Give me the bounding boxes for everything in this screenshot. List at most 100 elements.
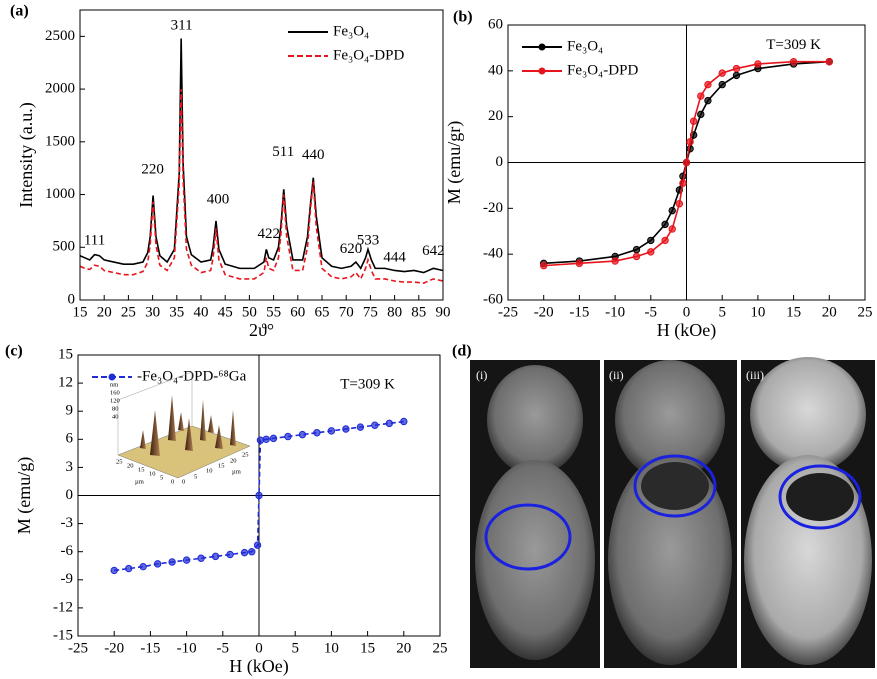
y-tick-label: 1000 <box>45 186 75 202</box>
x-tick-label: 15 <box>360 640 375 656</box>
x-tick-label: 10 <box>750 304 765 320</box>
point <box>732 71 741 80</box>
point <box>327 427 336 435</box>
x-tick-label: -5 <box>217 640 230 656</box>
x-tick-label: 5 <box>718 304 726 320</box>
x-tick-label: 25 <box>433 640 448 656</box>
legend-marker <box>538 43 546 51</box>
legend-label: Fe₃O₄ <box>333 23 369 39</box>
x-tick-label: 85 <box>411 304 426 320</box>
y-tick-label: 0 <box>68 291 76 307</box>
annotation: 642 <box>422 243 445 259</box>
x-tick-label: -25 <box>68 640 88 656</box>
point <box>754 60 762 68</box>
point <box>647 236 655 245</box>
x-tick-label: 80 <box>387 304 402 320</box>
point <box>226 550 234 559</box>
inset-y-label: µm <box>232 468 241 475</box>
mri-tissue <box>475 460 595 660</box>
point <box>313 429 321 437</box>
panel-label: (d) <box>452 343 472 360</box>
annotation: T=309 K <box>766 37 821 53</box>
x-tick-label: 5 <box>291 640 299 656</box>
x-tick-label: 40 <box>194 304 209 320</box>
point <box>240 548 249 557</box>
annotation: 620 <box>340 241 363 257</box>
x-tick-label: -5 <box>645 304 658 320</box>
annotation: 111 <box>84 232 105 248</box>
roi-circle <box>633 454 717 518</box>
y-axis-label: M (emu/g) <box>14 457 35 534</box>
point <box>679 179 687 187</box>
point <box>211 552 220 561</box>
y-tick-label: -40 <box>483 246 503 262</box>
inset-z-label: nm <box>110 381 118 388</box>
annotation: 400 <box>207 191 230 207</box>
point <box>668 206 676 215</box>
point <box>611 257 619 265</box>
x-tick-label: 75 <box>363 304 378 320</box>
x-tick-label: 60 <box>290 304 305 320</box>
point <box>400 417 408 426</box>
x-tick-label: -25 <box>498 304 518 320</box>
y-tick-label: 15 <box>58 346 73 362</box>
y-tick-label: -15 <box>53 627 73 643</box>
x-tick-label: 50 <box>242 304 257 320</box>
point <box>385 419 394 428</box>
y-tick-label: 0 <box>66 487 74 503</box>
legend-marker <box>538 67 546 75</box>
x-tick-label: 90 <box>436 304 451 320</box>
afm-inset: nm 160 120 80 40 25 20 15 10 5 0 µm 0 5 … <box>110 371 251 485</box>
roi-circle <box>778 464 862 530</box>
mri-tissue <box>750 357 866 473</box>
point <box>789 57 798 66</box>
y-tick-label: 500 <box>53 239 76 255</box>
image-label: (iii) <box>746 368 764 382</box>
point <box>686 138 694 146</box>
y-tick-label: -20 <box>483 200 503 216</box>
panel-label: (c) <box>5 343 23 360</box>
point <box>697 110 705 119</box>
inset-x-tick: 15 <box>138 466 145 473</box>
point <box>298 430 307 439</box>
y-tick-label: 2000 <box>45 81 75 97</box>
inset-z-tick: 160 <box>110 389 120 396</box>
panel-label: (b) <box>453 9 473 26</box>
y-tick-label: 3 <box>66 459 74 475</box>
point <box>718 80 726 89</box>
point <box>689 117 698 125</box>
point <box>661 220 669 229</box>
y-tick-label: 9 <box>66 403 74 419</box>
annotation: 422 <box>258 226 281 242</box>
point <box>110 566 118 575</box>
mri-tissue <box>615 360 725 480</box>
mri-tissue <box>487 365 583 475</box>
point <box>682 158 691 167</box>
annotation: T=309 K <box>340 376 395 392</box>
point <box>675 200 684 208</box>
point <box>269 434 278 443</box>
x-axis-label: H (kOe) <box>229 656 288 677</box>
legend-marker <box>108 373 116 381</box>
point <box>632 252 641 261</box>
inset-x-tick: 25 <box>116 458 123 465</box>
inset-y-tick: 5 <box>194 473 197 480</box>
panel-label: (a) <box>10 3 29 20</box>
inset-wall <box>117 371 193 456</box>
x-tick-label: 35 <box>169 304 184 320</box>
point <box>697 92 705 100</box>
point <box>356 423 365 431</box>
x-tick-label: 20 <box>97 304 112 320</box>
y-tick-label: -12 <box>53 599 73 615</box>
image-label: (i) <box>476 368 487 382</box>
y-tick-label: 12 <box>58 375 73 391</box>
point <box>718 69 726 77</box>
inset-x-tick: 10 <box>149 470 156 477</box>
plot-frame <box>507 24 866 301</box>
series-line <box>79 89 444 284</box>
x-tick-label: 55 <box>266 304 281 320</box>
annotation: 511 <box>272 144 294 160</box>
x-tick-label: -10 <box>605 304 625 320</box>
point <box>262 435 270 443</box>
annotation: 444 <box>383 249 406 265</box>
